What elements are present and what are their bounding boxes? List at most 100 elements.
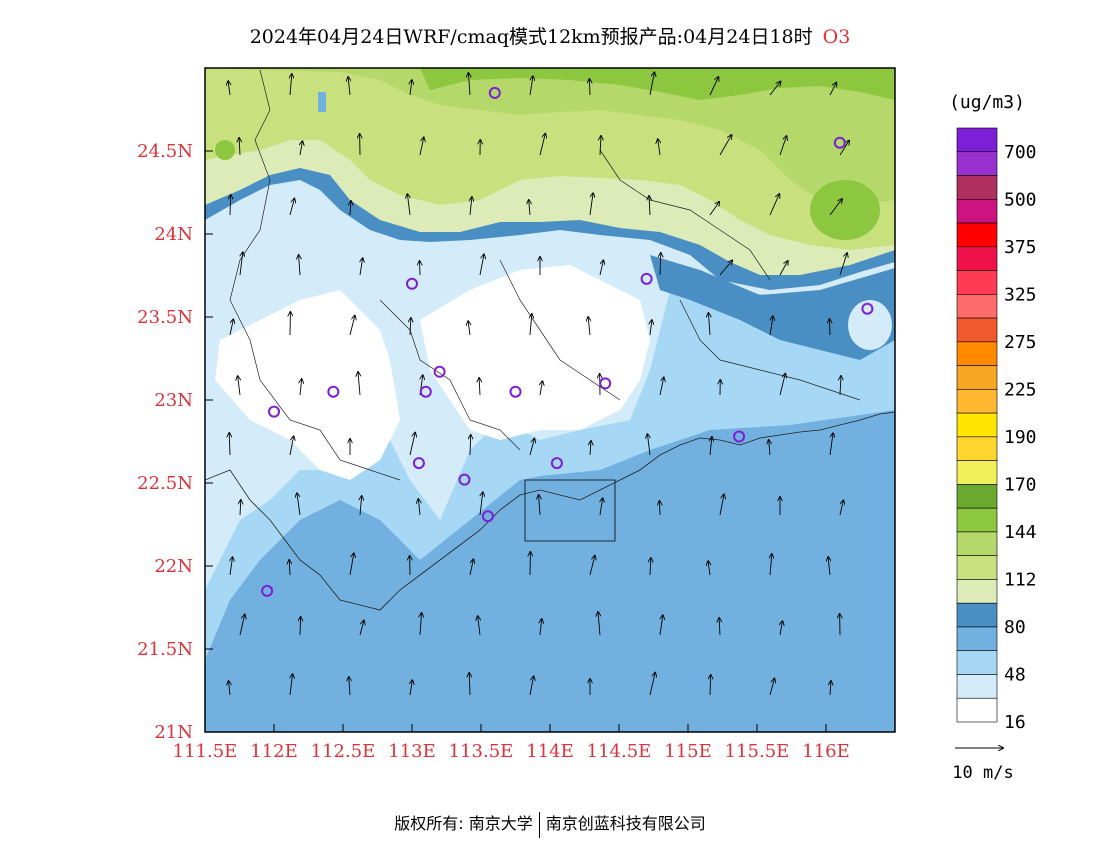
admin-boundaries [229, 69, 861, 481]
colorbar-label: 225 [1004, 379, 1037, 400]
wind-arrow [839, 500, 843, 516]
wind-arrow [360, 258, 363, 276]
y-tick-label: 24N [154, 224, 193, 245]
wind-arrow [599, 260, 603, 276]
y-tick-label: 23.5N [137, 307, 193, 328]
wind-arrow [349, 316, 355, 336]
colorbar-swatch [956, 555, 998, 580]
wind-arrow [407, 194, 410, 216]
wind-arrow [589, 556, 595, 576]
wind-arrow [290, 674, 293, 696]
station-marker [833, 136, 846, 149]
wind-arrow [769, 679, 774, 696]
x-tick-label: 115.5E [725, 741, 790, 762]
colorbar-swatch [956, 317, 998, 343]
wind-arrow [238, 376, 240, 396]
wind-arrow [779, 261, 788, 276]
wind-arrow [828, 557, 830, 576]
colorbar-swatch [956, 127, 998, 153]
wind-arrow [239, 138, 240, 156]
wind-arrow [229, 319, 233, 336]
title-species: O3 [822, 26, 851, 48]
wind-arrow [229, 433, 230, 456]
x-tick-label: 112.5E [311, 741, 376, 762]
wind-arrow [418, 499, 420, 516]
wind-arrow [479, 492, 483, 516]
colorbar-swatch [956, 198, 998, 224]
wind-arrow [589, 193, 593, 216]
legend-unit: (ug/m3) [949, 92, 1025, 113]
wind-arrow [829, 199, 842, 216]
wind-arrow [290, 74, 292, 96]
footer-separator [538, 811, 540, 838]
colorbar-swatch [956, 674, 998, 699]
colorbar-label: 700 [1004, 142, 1037, 163]
wind-arrow [239, 252, 243, 276]
wind-arrow [468, 73, 470, 96]
wind-arrow [779, 374, 785, 396]
station-marker [488, 86, 501, 99]
wind-arrow [840, 376, 841, 396]
wind-arrow [649, 673, 655, 696]
wind-arrow [709, 202, 719, 216]
band-144-blob-east [810, 180, 880, 240]
wind-arrow [770, 554, 772, 576]
wind-arrow [359, 621, 364, 636]
wind-arrow [530, 314, 532, 336]
wind-arrow [600, 498, 603, 516]
title-main: 2024年04月24日WRF/cmaq模式12km预报产品:04月24日18时 [249, 26, 813, 48]
station-marker [261, 584, 274, 597]
concentration-field [205, 68, 895, 732]
wind-arrow [289, 436, 294, 456]
band-16-blob-east [848, 300, 892, 350]
wind-arrow [230, 557, 233, 576]
wind-arrow [659, 377, 664, 396]
wind-arrow [410, 680, 412, 696]
wind-arrow [289, 199, 294, 216]
wind-arrow [469, 673, 470, 696]
wind-arrow [649, 196, 650, 216]
wind-arrow [420, 613, 422, 636]
coastline [205, 411, 895, 611]
wind-vectors [228, 72, 849, 696]
colorbar-swatch [956, 697, 998, 723]
y-tick-label: 22N [154, 556, 193, 577]
wind-arrow [710, 675, 711, 696]
wind-arrow [230, 195, 231, 216]
wind-arrow [647, 434, 650, 456]
colorbar-swatch [956, 626, 998, 652]
wind-arrow [839, 141, 849, 156]
wind-arrow [719, 135, 732, 156]
wind-arrow [239, 615, 245, 636]
station-marker [509, 385, 522, 398]
y-axis: 21N 21.5N 22N 22.5N 23N 23.5N 24N 24.5N [137, 141, 213, 743]
colorbar-swatch [956, 341, 998, 366]
wind-arrow [588, 317, 590, 336]
y-tick-label: 23N [154, 390, 193, 411]
colorbar-swatch [956, 270, 998, 295]
x-tick-label: 115E [664, 741, 712, 762]
wind-arrow [589, 79, 590, 96]
local-patch [215, 140, 235, 160]
station-marker [861, 302, 874, 315]
wind-arrow [300, 617, 301, 636]
wind-arrow [658, 139, 660, 156]
wind-arrow [719, 618, 720, 636]
colorbar-swatch [956, 175, 998, 200]
colorbar-swatch [956, 151, 998, 176]
wind-arrow [240, 500, 241, 516]
wind-arrow [719, 260, 732, 276]
colorbar-swatch [956, 460, 998, 485]
wind-arrow [529, 676, 534, 696]
colorbar: 700 500 375 325 275 225 190 170 144 112 80 48 16 [956, 127, 1037, 733]
low-core-west [215, 290, 400, 480]
y-tick-label: 24.5N [137, 141, 193, 162]
wind-arrow [468, 321, 470, 336]
colorbar-label: 190 [1004, 427, 1037, 448]
wind-arrow [297, 493, 301, 516]
band-144-core [205, 68, 895, 205]
wind-arrow [829, 83, 836, 96]
wind-arrow [650, 320, 652, 336]
wind-arrow [649, 72, 654, 96]
